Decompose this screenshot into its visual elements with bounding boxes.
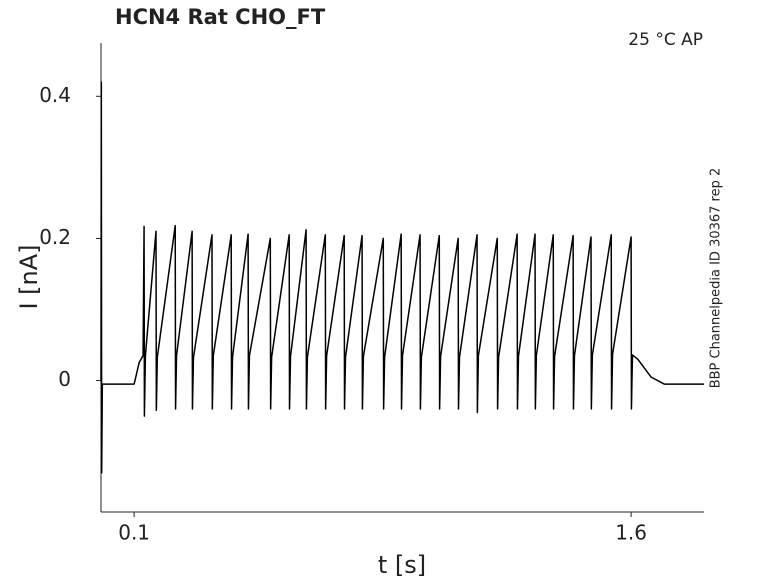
y-tick-label: 0.4 [39,83,71,107]
side-note: BBP Channelpedia ID 30367 rep 2 [709,168,724,389]
x-tick-label: 1.6 [615,521,647,545]
x-axis-label: t [s] [378,551,426,579]
x-tick-label: 0.1 [118,521,150,545]
annotation: 25 °C AP [628,30,703,50]
chart-title: HCN4 Rat CHO_FT [115,5,326,29]
y-tick-label: 0 [58,367,71,391]
y-tick-label: 0.2 [39,225,71,249]
y-axis-label: I [nA] [15,244,43,309]
trace-line [100,81,704,474]
